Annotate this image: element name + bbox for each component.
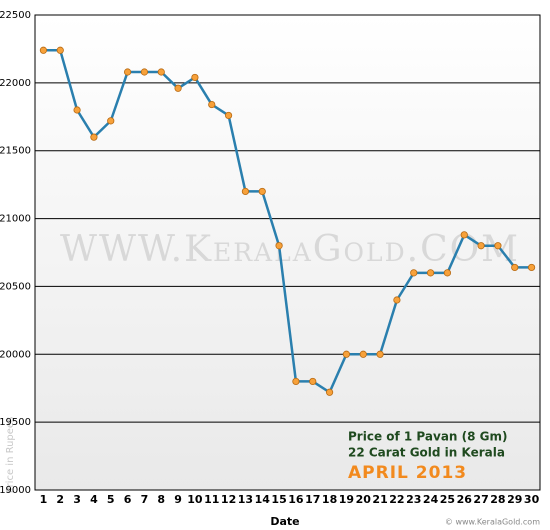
x-tick-label: 2: [56, 493, 64, 506]
point: [275, 242, 283, 250]
point: [90, 133, 98, 141]
x-tick-label: 14: [255, 493, 271, 506]
point: [224, 111, 233, 120]
point: [325, 388, 334, 396]
y-tick-label: 19500: [0, 417, 31, 428]
x-tick-label: 28: [490, 493, 505, 506]
point: [241, 187, 250, 196]
point: [258, 187, 266, 196]
x-axis-label: Date: [270, 515, 299, 528]
x-tick-label: 15: [271, 493, 286, 506]
point: [527, 263, 536, 272]
point: [208, 100, 216, 109]
x-tick-label: 11: [204, 493, 219, 506]
x-tick-label: 25: [440, 493, 455, 506]
x-tick-label: 7: [141, 493, 149, 506]
point: [410, 269, 418, 277]
point: [393, 296, 401, 304]
x-tick-label: 8: [157, 493, 165, 506]
y-tick-label: 21000: [0, 214, 31, 225]
point: [511, 263, 519, 272]
x-tick-label: 6: [124, 493, 132, 506]
x-tick-label: 20: [356, 493, 372, 506]
y-tick-label: 20500: [0, 281, 31, 292]
point: [477, 242, 485, 250]
legend-text: 22 Carat Gold in Kerala: [348, 446, 505, 460]
x-tick-label: 22: [389, 493, 404, 506]
point: [309, 377, 317, 386]
point: [359, 350, 367, 358]
x-tick-label: 30: [524, 493, 540, 506]
credit: © www.KeralaGold.com: [445, 518, 540, 527]
x-tick-label: 3: [73, 493, 81, 506]
x-tick-label: 24: [423, 493, 439, 506]
legend-month: APRIL 2013: [348, 463, 467, 483]
legend-text: Price of 1 Pavan (8 Gm): [348, 430, 508, 444]
y-axis-label: Price in Rupees: [5, 417, 16, 494]
point: [140, 68, 149, 76]
y-tick-label: 21500: [0, 146, 31, 157]
point: [494, 242, 502, 250]
x-tick-label: 17: [305, 493, 320, 506]
x-tick-label: 4: [90, 493, 98, 506]
point: [460, 231, 468, 239]
point: [342, 350, 351, 358]
point: [376, 350, 384, 358]
x-tick-label: 18: [322, 493, 337, 506]
y-tick-label: 22500: [0, 10, 31, 21]
point: [123, 68, 132, 76]
point: [107, 117, 115, 125]
point: [157, 68, 165, 76]
x-tick-label: 29: [507, 493, 522, 506]
y-tick-label: 19000: [0, 485, 31, 496]
line: [43, 49, 532, 394]
x-tick-label: 13: [238, 493, 253, 506]
point: [39, 46, 48, 54]
y-tick-label: 20000: [0, 349, 31, 360]
x-tick-label: 21: [372, 493, 387, 506]
x-tick-label: 27: [473, 493, 488, 506]
point: [292, 377, 300, 386]
point: [426, 269, 435, 277]
x-tick-label: 26: [457, 493, 473, 506]
point: [443, 269, 452, 277]
point: [56, 46, 64, 54]
x-tick-label: 9: [174, 493, 182, 506]
point: [191, 73, 199, 82]
point: [73, 106, 81, 114]
x-tick-label: 12: [221, 493, 236, 506]
x-tick-label: 10: [187, 493, 203, 506]
x-tick-label: 19: [339, 493, 354, 506]
x-tick-label: 16: [288, 493, 304, 506]
y-tick-label: 22000: [0, 78, 31, 89]
x-tick-label: 5: [107, 493, 115, 506]
watermark: WWW.KeralaGold.COM: [60, 229, 520, 270]
x-tick-label: 23: [406, 493, 421, 506]
point: [174, 84, 182, 92]
x-tick-label: 1: [40, 493, 48, 506]
